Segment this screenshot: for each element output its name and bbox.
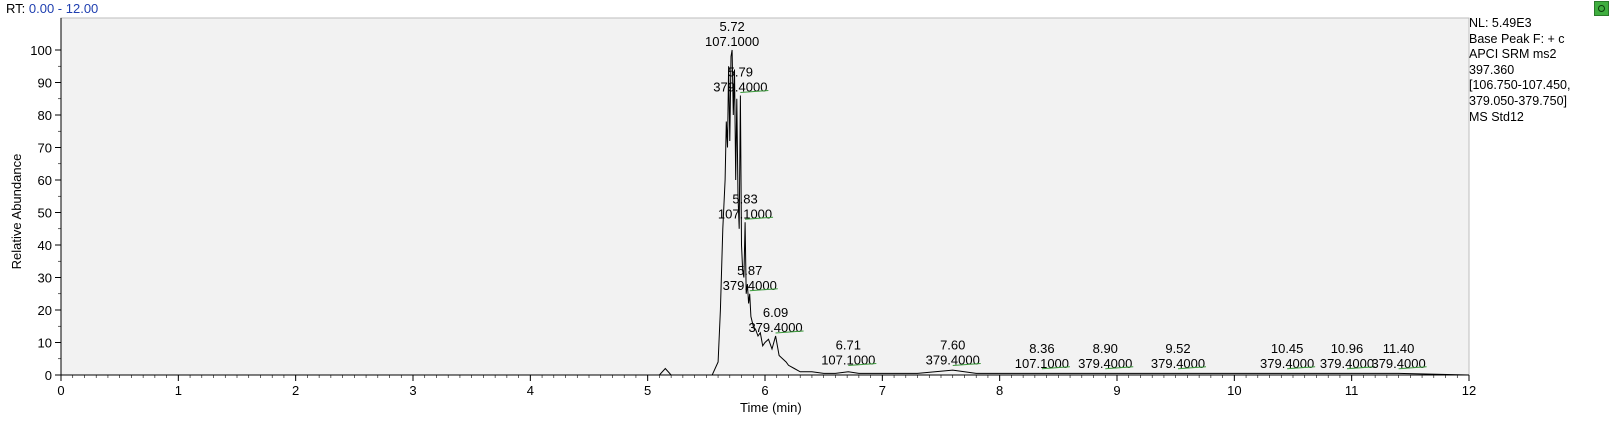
chromatogram-trace	[61, 49, 1470, 376]
info-line-base-peak: Base Peak F: + c	[1469, 31, 1565, 46]
peak-rt-label: 8.36	[1029, 341, 1054, 356]
peak-marker	[1287, 366, 1316, 370]
x-tick-label: 5	[644, 383, 651, 398]
info-line-nl: NL: 5.49E3	[1469, 16, 1532, 30]
x-tick-label: 3	[409, 383, 416, 398]
x-tick-label: 0	[57, 383, 64, 398]
peak-rt-label: 6.71	[836, 338, 861, 353]
y-tick-label: 40	[38, 238, 52, 253]
peak-annotations: 107.10005.72379.40005.79107.10005.83379.…	[705, 19, 1427, 371]
peak-rt-label: 5.79	[728, 65, 753, 80]
peak-marker	[1346, 366, 1376, 370]
y-tick-label: 20	[38, 303, 52, 318]
peak-rt-label: 10.45	[1271, 341, 1304, 356]
peak-rt-label: 5.83	[732, 191, 757, 206]
peak-mz-label: 379.4000	[1320, 356, 1374, 371]
peak-mz-label: 107.1000	[821, 353, 875, 368]
y-tick-label: 100	[30, 43, 52, 58]
peak-marker	[1177, 366, 1207, 370]
peak-mz-label: 379.4000	[1371, 356, 1425, 371]
peak-rt-label: 7.60	[940, 338, 965, 353]
peak-mz-label: 107.1000	[718, 206, 772, 221]
y-tick-label: 80	[38, 108, 52, 123]
x-tick-label: 9	[1113, 383, 1120, 398]
peak-marker	[848, 363, 877, 366]
y-tick-label: 10	[38, 336, 52, 351]
x-tick-label: 10	[1227, 383, 1241, 398]
peak-marker	[1041, 366, 1070, 370]
peak-mz-label: 379.4000	[1260, 356, 1314, 371]
x-tick-label: 6	[761, 383, 768, 398]
x-tick-label: 12	[1462, 383, 1476, 398]
rt-range-value: 0.00 - 12.00	[28, 1, 99, 16]
peak-rt-label: 5.72	[719, 19, 744, 34]
peak-marker	[1398, 366, 1427, 370]
y-tick-label: 50	[38, 206, 52, 221]
info-line-scan-mode: APCI SRM ms2	[1469, 47, 1557, 62]
peak-rt-label: 8.90	[1093, 341, 1118, 356]
x-axis-label: Time (min)	[740, 400, 802, 415]
x-tick-label: 8	[996, 383, 1003, 398]
peak-marker	[775, 330, 804, 334]
view-toggle-icon[interactable]	[1594, 1, 1609, 16]
x-tick-label: 2	[292, 383, 299, 398]
peak-mz-label: 379.4000	[926, 353, 980, 368]
info-line-precursor: 397.360	[1469, 62, 1515, 77]
y-tick-label: 60	[38, 173, 52, 188]
x-tick-label: 7	[879, 383, 886, 398]
peak-rt-label: 5.87	[737, 263, 762, 278]
info-line-range-2: 379.050-379.750]	[1469, 93, 1568, 108]
peak-mz-label: 107.1000	[1015, 356, 1069, 371]
y-tick-label: 30	[38, 271, 52, 286]
peak-mz-label: 379.4000	[748, 320, 802, 335]
y-tick-label: 0	[45, 368, 52, 383]
y-tick-label: 90	[38, 76, 52, 91]
peak-mz-label: 379.4000	[1151, 356, 1205, 371]
peak-rt-label: 10.96	[1331, 341, 1364, 356]
peak-marker	[1105, 366, 1134, 370]
y-axis-label: Relative Abundance	[9, 154, 24, 270]
x-tick-label: 1	[175, 383, 182, 398]
rt-range-label: RT: 0.00 - 12.00	[6, 1, 98, 16]
x-tick-label: 11	[1345, 383, 1359, 398]
x-tick-label: 4	[527, 383, 534, 398]
peak-rt-label: 6.09	[763, 305, 788, 320]
plot-area	[60, 17, 1470, 376]
scan-info-panel: NL: 5.49E3 Base Peak F: + c APCI SRM ms2…	[1469, 16, 1570, 125]
peak-rt-label: 9.52	[1165, 341, 1190, 356]
peak-rt-label: 11.40	[1383, 341, 1415, 356]
peak-marker	[740, 90, 769, 93]
peak-mz-label: 379.4000	[713, 80, 767, 95]
info-line-range-1: [106.750-107.450,	[1469, 78, 1571, 93]
peak-marker	[749, 288, 778, 292]
peak-mz-label: 379.4000	[723, 278, 777, 293]
info-line-sample: MS Std12	[1469, 109, 1524, 124]
peak-mz-label: 379.4000	[1078, 356, 1132, 371]
peak-marker	[745, 216, 774, 220]
peak-mz-label: 107.1000	[705, 34, 759, 49]
y-tick-label: 70	[38, 141, 52, 156]
rt-prefix: RT:	[6, 1, 26, 16]
peak-marker	[952, 363, 981, 366]
